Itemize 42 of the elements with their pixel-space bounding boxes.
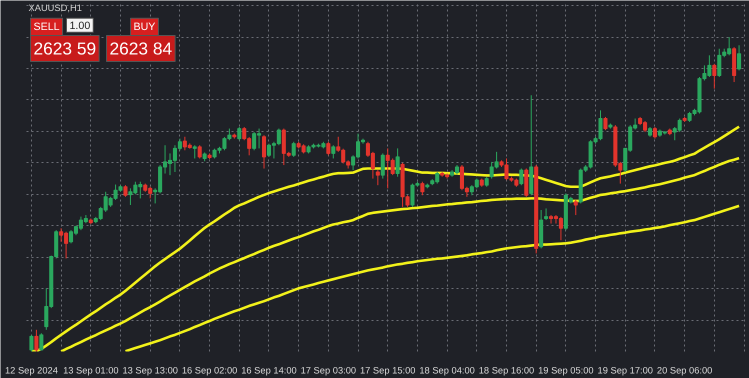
candlestick [652, 126, 657, 140]
x-tick-label: 18 Sep 04:00 [419, 366, 475, 376]
candlestick [29, 334, 34, 352]
x-tick-label: 20 Sep 06:00 [656, 366, 712, 376]
chart-title: XAUUSD,H1 [28, 3, 82, 14]
candlestick [603, 116, 608, 131]
x-tick-label: 17 Sep 03:00 [300, 366, 356, 376]
candlestick [376, 170, 380, 186]
x-tick-label: 19 Sep 05:00 [538, 366, 594, 376]
candlestick [519, 168, 524, 186]
candlestick [123, 184, 128, 198]
candlestick [737, 44, 742, 71]
annotation: 2623 84 [110, 38, 172, 59]
x-tick-label: 16 Sep 14:00 [241, 366, 297, 376]
candlestick [380, 152, 385, 180]
x-tick-label: 12 Sep 2024 [4, 366, 58, 376]
candlestick [192, 144, 197, 159]
candlestick [574, 199, 578, 216]
candlestick [331, 144, 336, 159]
x-tick-label: 18 Sep 16:00 [478, 366, 534, 376]
candlestick [544, 208, 548, 221]
candlestick [198, 144, 202, 159]
text: BUY [134, 21, 156, 34]
x-tick-label: 17 Sep 15:00 [360, 366, 416, 376]
candlestick [39, 332, 44, 352]
text: 1.00 [70, 20, 90, 32]
candlestick [262, 134, 266, 170]
candlestick [326, 141, 330, 156]
candlestick [420, 181, 424, 196]
x-tick-label: 16 Sep 02:00 [182, 366, 238, 376]
x-tick-label: 19 Sep 17:00 [598, 366, 654, 376]
candlestick [648, 126, 652, 138]
candlestick [396, 148, 400, 178]
candlestick [712, 63, 716, 90]
candlestick [237, 126, 242, 141]
text: SELL [34, 21, 60, 34]
candlestick [34, 329, 38, 352]
annotation: 2623 59 [34, 38, 96, 59]
x-tick-label: 13 Sep 01:00 [63, 366, 119, 376]
candlestick [292, 141, 296, 158]
x-tick-label: 13 Sep 13:00 [122, 366, 178, 376]
candlestick [484, 176, 489, 188]
